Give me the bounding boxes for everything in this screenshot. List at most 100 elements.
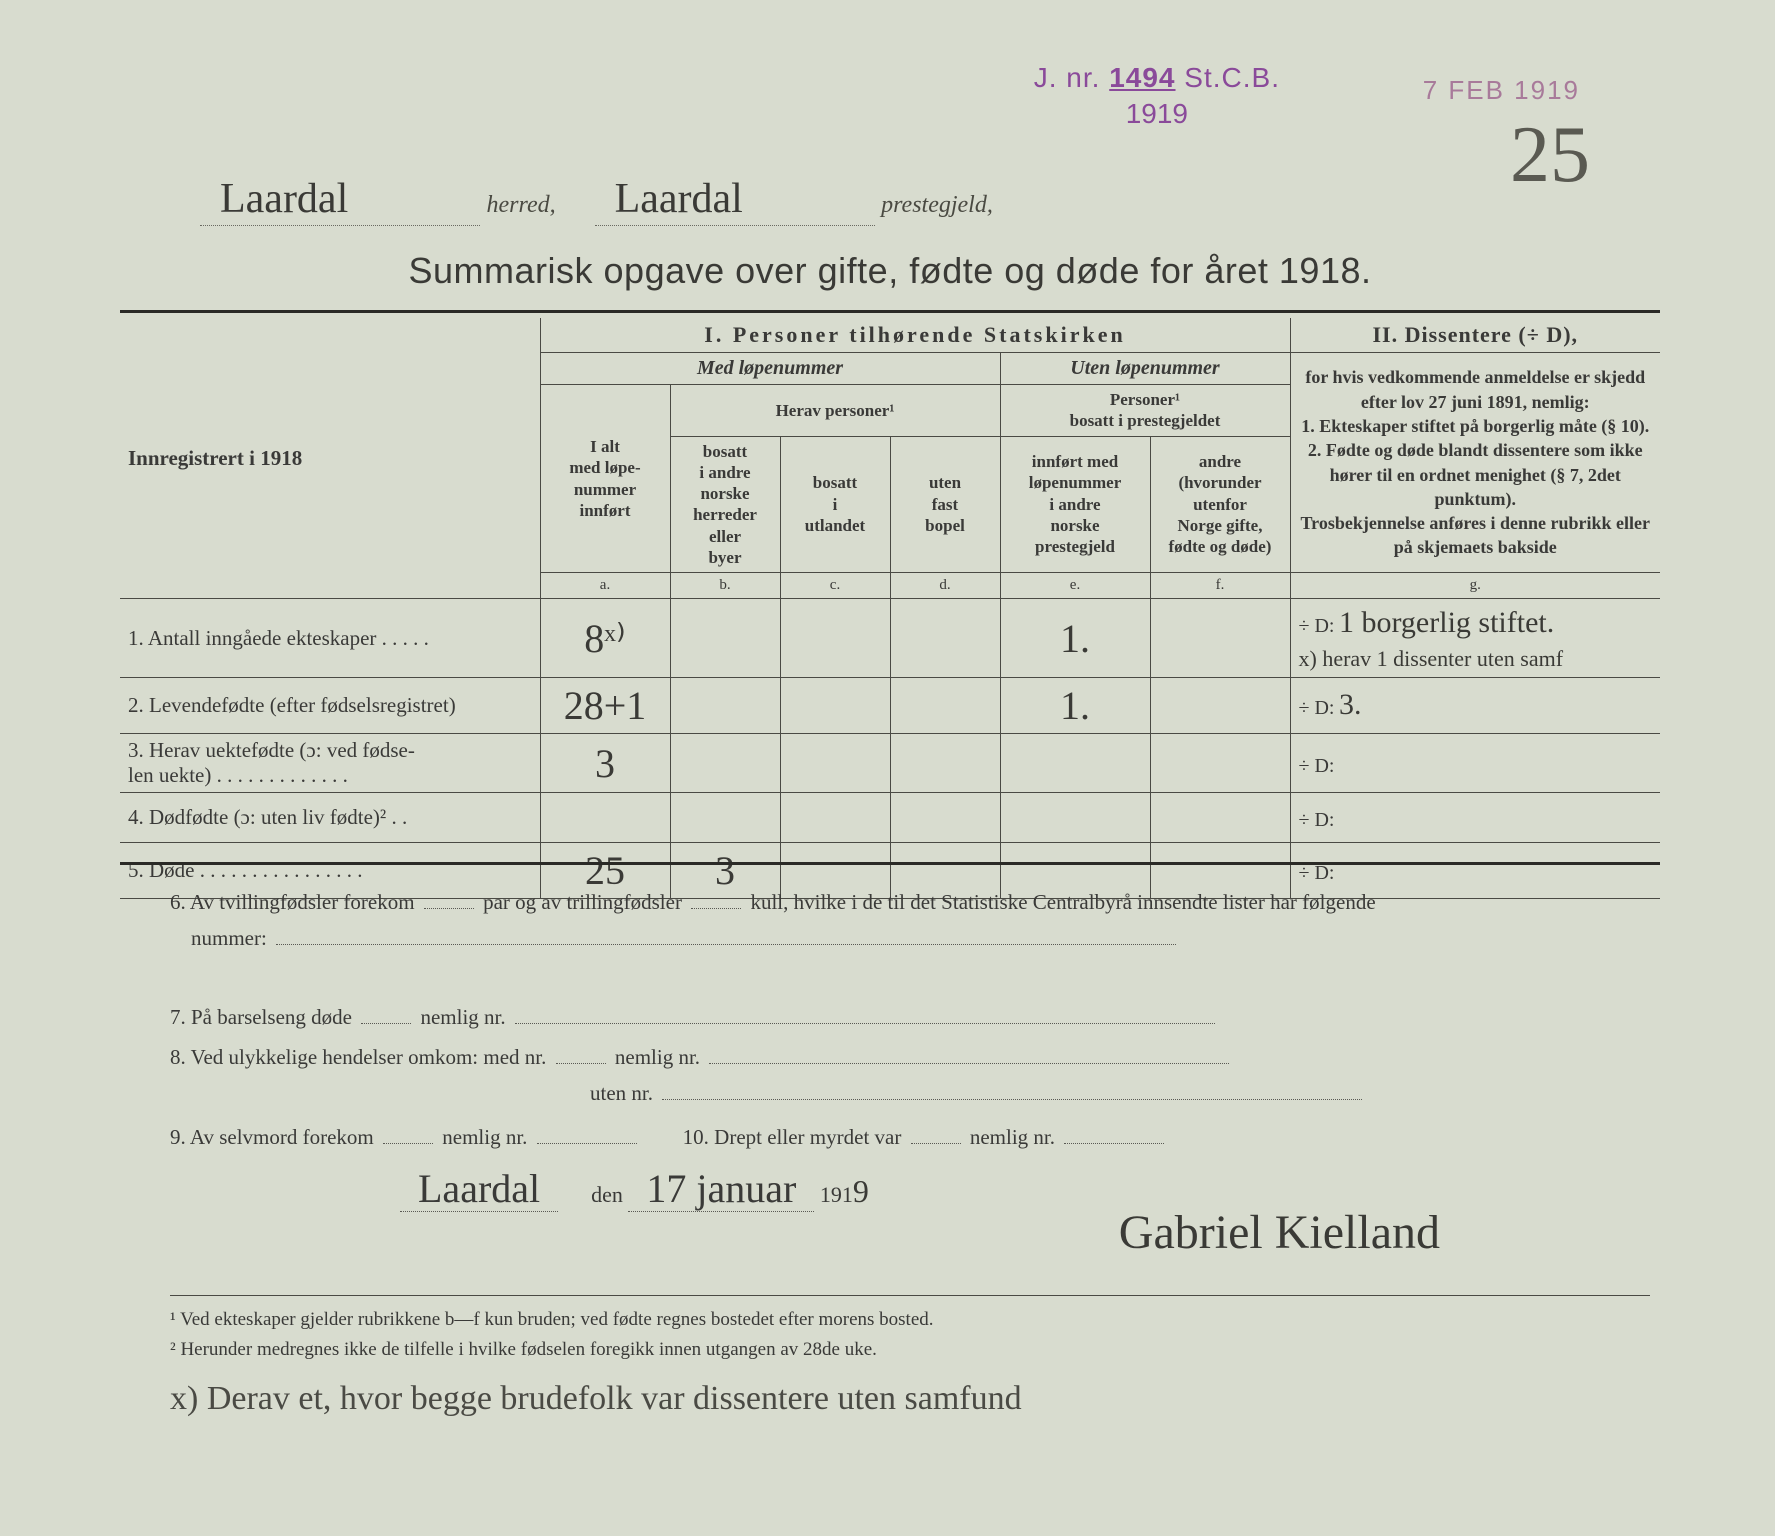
row2-e: 1. — [1000, 678, 1150, 734]
hdr-col-b: bosatt i andre norske herreder eller bye… — [670, 436, 780, 573]
diss-hdr-text: for hvis vedkommende anmeldelse er skjed… — [1300, 367, 1650, 557]
q7-end: nemlig nr. — [420, 1005, 505, 1029]
row2-g-hand: 3. — [1339, 688, 1362, 721]
row4-g-prefix: ÷ D: — [1299, 809, 1335, 831]
q9-text: 9. Av selvmord forekom — [170, 1125, 374, 1149]
row4-b — [670, 793, 780, 843]
q10-blank1 — [911, 1123, 961, 1144]
footnote-rule — [170, 1295, 1650, 1296]
letter-c: c. — [780, 573, 890, 599]
signature-name: Gabriel Kielland — [1119, 1205, 1440, 1260]
footnotes: ¹ Ved ekteskaper gjelder rubrikkene b—f … — [170, 1305, 1650, 1366]
jnr-suffix: St.C.B. — [1184, 62, 1280, 93]
row4-label-text: 4. Dødfødte (ɔ: uten liv fødte)² . . — [128, 805, 407, 829]
row3-d — [890, 734, 1000, 793]
q7-blank1 — [361, 1003, 411, 1024]
row3-e — [1000, 734, 1150, 793]
header-line: Laardal herred, Laardal prestegjeld, — [200, 175, 1580, 226]
col-a-text: I alt med løpe- nummer innført — [569, 437, 640, 520]
row2-g-prefix: ÷ D: — [1299, 697, 1335, 719]
letter-d: d. — [890, 573, 1000, 599]
main-table-wrap: Innregistrert i 1918 I. Personer tilhøre… — [120, 318, 1660, 899]
hdr-section1: I. Personer tilhørende Statskirken — [540, 318, 1290, 353]
q10-text: 10. Drept eller myrdet var — [683, 1125, 902, 1149]
q8-blank1 — [556, 1043, 606, 1064]
row3-c — [780, 734, 890, 793]
q8-uten: uten nr. — [590, 1081, 653, 1105]
row2-d — [890, 678, 1000, 734]
row1-g-hand: 1 borgerlig stiftet. — [1339, 606, 1554, 639]
signature-date: 17 januar — [628, 1166, 814, 1212]
hdr-med-lop: Med løpenummer — [540, 353, 1000, 385]
row5-g-prefix: ÷ D: — [1299, 862, 1335, 884]
col-f-text: andre (hvorunder utenfor Norge gifte, fø… — [1169, 452, 1272, 556]
question-9-10: 9. Av selvmord forekom nemlig nr. 10. Dr… — [170, 1120, 1650, 1156]
row1-label: 1. Antall inngåede ekteskaper . . . . . — [120, 599, 540, 678]
row2-g: ÷ D: 3. — [1290, 678, 1660, 734]
row1-g-prefix: ÷ D: — [1299, 615, 1335, 637]
hdr-section2: II. Dissentere (÷ D), — [1290, 318, 1660, 353]
row1-d — [890, 599, 1000, 678]
row4-a — [540, 793, 670, 843]
q8-blank3 — [662, 1079, 1362, 1100]
row2-f — [1150, 678, 1290, 734]
received-date-stamp: 7 FEB 1919 — [1423, 75, 1580, 106]
q6-blank3 — [276, 924, 1176, 945]
question-6: 6. Av tvillingfødsler forekom par og av … — [170, 885, 1650, 956]
row4-d — [890, 793, 1000, 843]
col-d-text: uten fast bopel — [925, 473, 965, 535]
q9-blank1 — [383, 1123, 433, 1144]
row2-c — [780, 678, 890, 734]
q6-blank2 — [691, 888, 741, 909]
q6-nummer: nummer: — [191, 926, 267, 950]
prestegjeld-value: Laardal — [595, 175, 875, 226]
question-7: 7. På barselseng døde nemlig nr. — [170, 1000, 1650, 1036]
q6-text3: kull, hvilke i de til det Statistiske Ce… — [750, 890, 1375, 914]
row4-c — [780, 793, 890, 843]
hdr-col-a: I alt med løpe- nummer innført — [540, 385, 670, 573]
letter-f: f. — [1150, 573, 1290, 599]
letter-e: e. — [1000, 573, 1150, 599]
journal-number-stamp: J. nr. 1494 St.C.B. 1919 — [1034, 60, 1280, 133]
prestegjeld-label: prestegjeld, — [881, 192, 993, 218]
row4-f — [1150, 793, 1290, 843]
hdr-uten-lop: Uten løpenummer — [1000, 353, 1290, 385]
hdr-col-f: andre (hvorunder utenfor Norge gifte, fø… — [1150, 436, 1290, 573]
q9-blank2 — [537, 1123, 637, 1144]
hdr-herav: Herav personer¹ — [670, 385, 1000, 437]
jnr-year: 1919 — [1034, 96, 1280, 132]
signature-place: Laardal — [400, 1166, 558, 1212]
q10-end: nemlig nr. — [970, 1125, 1055, 1149]
table-row: 4. Dødfødte (ɔ: uten liv fødte)² . . ÷ D… — [120, 793, 1660, 843]
row3-g-prefix: ÷ D: — [1299, 755, 1335, 777]
row1-g: ÷ D: 1 borgerlig stiftet. x) herav 1 dis… — [1290, 599, 1660, 678]
row1-b — [670, 599, 780, 678]
handwritten-footnote: x) Derav et, hvor begge brudefolk var di… — [170, 1380, 1022, 1418]
document-page: J. nr. 1494 St.C.B. 1919 7 FEB 1919 25 L… — [80, 40, 1700, 1500]
row1-label-text: 1. Antall inngåede ekteskaper . . . . . — [128, 626, 429, 650]
row1-a: 8ˣ⁾ — [540, 599, 670, 678]
herred-value: Laardal — [200, 175, 480, 226]
q6-blank1 — [424, 888, 474, 909]
q6-text2: par og av trillingfødsler — [483, 890, 682, 914]
row1-c — [780, 599, 890, 678]
question-8: 8. Ved ulykkelige hendelser omkom: med n… — [170, 1040, 1650, 1111]
table-row: 3. Herav uektefødte (ɔ: ved fødse- len u… — [120, 734, 1660, 793]
q8-blank2 — [709, 1043, 1229, 1064]
row1-g-sub: x) herav 1 dissenter uten samf — [1299, 646, 1564, 671]
hdr-col-d: uten fast bopel — [890, 436, 1000, 573]
row3-label-text: 3. Herav uektefødte (ɔ: ved fødse- len u… — [128, 738, 415, 787]
footnote-2: ² Herunder medregnes ikke de tilfelle i … — [170, 1335, 1650, 1365]
letter-a: a. — [540, 573, 670, 599]
hdr-pers-bosatt: Personer¹ bosatt i prestegjeldet — [1000, 385, 1290, 437]
q9-mid: nemlig nr. — [442, 1125, 527, 1149]
row3-label: 3. Herav uektefødte (ɔ: ved fødse- len u… — [120, 734, 540, 793]
letter-g: g. — [1290, 573, 1660, 599]
row3-g: ÷ D: — [1290, 734, 1660, 793]
pers-bosatt-text: Personer¹ bosatt i prestegjeldet — [1070, 390, 1221, 430]
col-c-text: bosatt i utlandet — [805, 473, 865, 535]
q10-blank2 — [1064, 1123, 1164, 1144]
row4-e — [1000, 793, 1150, 843]
hdr-col-c: bosatt i utlandet — [780, 436, 890, 573]
sig-year-prefix: 191 — [820, 1182, 853, 1207]
